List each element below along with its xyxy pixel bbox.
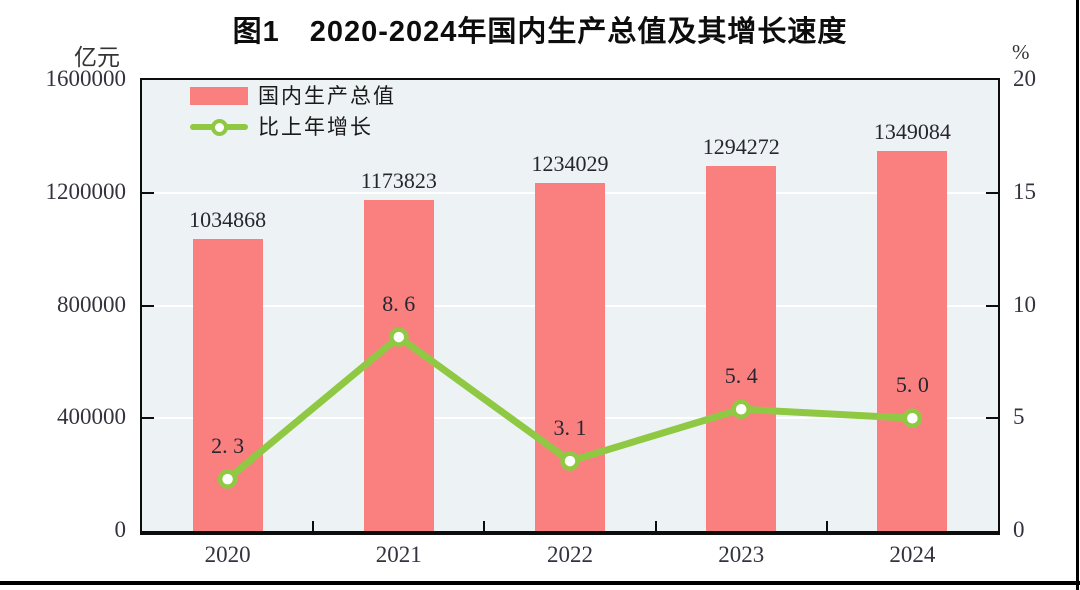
bar-value-label: 1034868 (189, 207, 267, 233)
y-axis-tick-label-right: 10 (1013, 291, 1036, 317)
legend-item-gdp: 国内生产总值 (190, 85, 396, 107)
x-axis-label: 2023 (718, 542, 765, 567)
right-axis-tick (986, 304, 998, 307)
page-border-bottom (0, 581, 1080, 585)
legend: 国内生产总值 比上年增长 (190, 85, 396, 138)
line-marker (902, 408, 923, 428)
left-axis-tick (142, 417, 154, 420)
line-marker (217, 469, 238, 489)
line-marker-icon (190, 119, 248, 136)
y-axis-tick-label-right: 0 (1013, 517, 1025, 542)
x-axis-tick (483, 521, 486, 531)
bar-value-label: 1294272 (702, 134, 780, 160)
x-axis-tick (825, 521, 828, 531)
y-axis-tick-label-left: 400000 (57, 404, 126, 430)
left-axis-tick (142, 304, 154, 307)
bar-value-label: 1349084 (873, 118, 951, 144)
line-value-label: 2. 3 (211, 433, 245, 459)
growth-line-layer (217, 327, 923, 489)
line-value-label: 3. 1 (553, 415, 587, 441)
x-axis-tick (654, 521, 657, 531)
bar-value-label: 1234029 (531, 151, 609, 177)
x-axis-label: 2020 (204, 542, 251, 567)
y-axis-tick-label-right: 15 (1013, 178, 1036, 204)
legend-growth-label: 比上年增长 (258, 115, 373, 139)
bar (363, 200, 434, 531)
y-axis-tick-label-right: 20 (1013, 66, 1036, 91)
bar (706, 166, 777, 531)
bar (877, 150, 948, 531)
x-axis-label: 2022 (547, 542, 593, 567)
line-marker (731, 399, 751, 419)
y-axis-tick-label-left: 1600000 (45, 66, 127, 91)
y-axis-tick-label-right: 5 (1013, 404, 1025, 430)
x-axis-tick (312, 521, 315, 531)
y-axis-tick-label-left: 800000 (57, 291, 126, 317)
x-axis-label: 2021 (375, 542, 422, 567)
line-value-label: 8. 6 (382, 291, 416, 317)
plot-area (140, 78, 1000, 535)
bar-value-label: 1173823 (360, 168, 437, 194)
bar (535, 183, 605, 531)
legend-item-growth: 比上年增长 (190, 116, 396, 138)
line-marker (389, 327, 409, 347)
line-marker (560, 451, 580, 471)
left-axis-unit-label: 亿元 (74, 45, 120, 70)
left-axis-tick (142, 191, 154, 194)
y-axis-tick-label-left: 0 (114, 517, 127, 542)
right-axis-tick (986, 417, 998, 420)
line-value-label: 5. 4 (724, 363, 758, 389)
line-value-label: 5. 0 (895, 372, 929, 398)
bar-swatch-icon (190, 87, 248, 105)
right-axis-unit-label: % (1012, 40, 1030, 64)
x-axis-label: 2024 (889, 542, 936, 567)
page-border-right (1076, 0, 1079, 590)
right-axis-tick (986, 191, 998, 194)
y-axis-tick-label-left: 1200000 (45, 178, 127, 204)
chart-title: 图1 2020-2024年国内生产总值及其增长速度 (232, 16, 848, 48)
legend-gdp-label: 国内生产总值 (258, 84, 396, 108)
